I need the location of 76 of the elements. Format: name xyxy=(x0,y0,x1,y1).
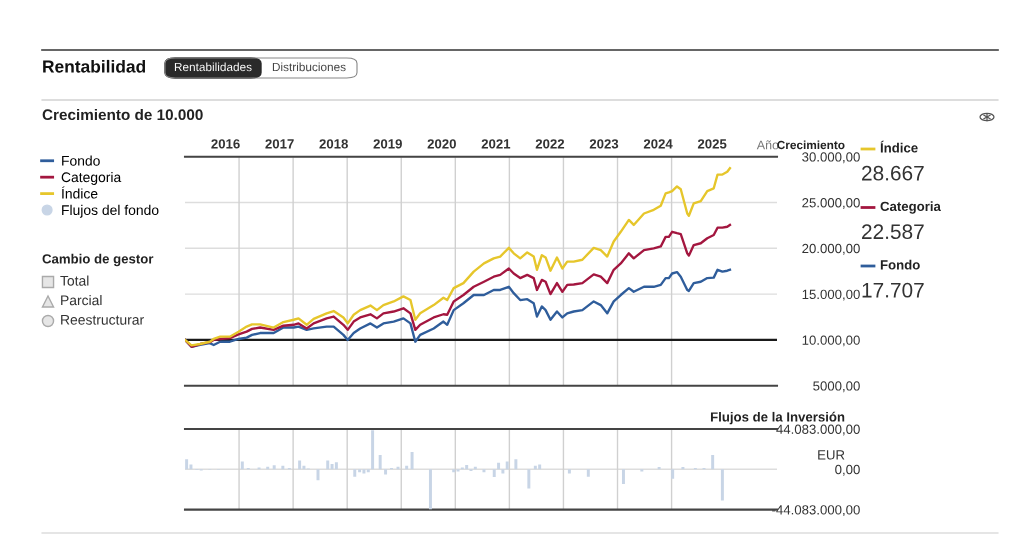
legend-label: Categoria xyxy=(61,171,122,185)
bar xyxy=(711,455,715,470)
x-axis-title: Año xyxy=(756,140,779,150)
bar xyxy=(527,469,531,489)
y-axis-title: Crecimiento xyxy=(777,140,845,150)
y-tick-label: -44.083.000,00 xyxy=(772,505,860,517)
bar xyxy=(501,469,505,474)
bar xyxy=(671,469,675,479)
text: Parcial xyxy=(61,295,102,306)
x-tick-label: 2021 xyxy=(481,139,511,149)
chart-title: Crecimiento de 10.000 xyxy=(42,108,203,121)
y-tick-label: 44.083.000,00 xyxy=(776,424,860,436)
y-tick-label: 15.000,00 xyxy=(802,289,860,301)
bar xyxy=(366,469,370,473)
text: Índice xyxy=(880,140,918,153)
y-tick-label: 30.000,00 xyxy=(802,152,860,164)
x-tick-label: 2019 xyxy=(373,139,402,149)
y-tick-label: 25.000,00 xyxy=(802,198,860,209)
x-tick-label: 2020 xyxy=(427,139,456,149)
bar xyxy=(492,469,496,478)
bar xyxy=(302,465,306,470)
bar xyxy=(586,469,590,477)
bar xyxy=(353,469,357,477)
bar xyxy=(428,469,432,510)
bar xyxy=(505,461,509,470)
bar xyxy=(272,465,276,470)
bar xyxy=(330,464,334,470)
bar xyxy=(185,459,189,470)
bar xyxy=(298,460,302,470)
bar xyxy=(514,459,518,470)
bar xyxy=(371,430,375,470)
text: Distribuciones xyxy=(272,62,346,72)
bar xyxy=(452,469,456,473)
y-tick-label: 10.000,00 xyxy=(802,335,860,347)
x-tick-label: 2023 xyxy=(589,139,619,149)
x-tick-label: 2018 xyxy=(319,139,348,149)
bar xyxy=(410,451,414,470)
text: Total xyxy=(60,275,89,286)
y-tick-label: 5000,00 xyxy=(813,381,860,393)
bar xyxy=(334,462,338,470)
legend-label: Fondo xyxy=(62,155,100,166)
text: 17.707 xyxy=(862,282,924,298)
bar xyxy=(465,465,469,470)
bar xyxy=(482,469,486,473)
x-tick-label: 2025 xyxy=(697,139,727,149)
y-tick-label: 20.000,00 xyxy=(802,243,860,255)
legend-label: Flujos del fondo xyxy=(62,204,159,218)
x-tick-label: 2022 xyxy=(535,139,565,149)
line-series xyxy=(185,166,732,347)
bar xyxy=(378,455,382,470)
bar xyxy=(326,460,330,470)
text: 22.587 xyxy=(862,224,924,240)
bar xyxy=(384,469,388,475)
bar xyxy=(720,469,724,501)
text: 28.667 xyxy=(862,165,924,181)
bar xyxy=(497,462,501,470)
x-tick-label: 2017 xyxy=(265,139,294,149)
bar xyxy=(358,469,362,473)
text: Rentabilidades xyxy=(174,62,252,72)
y-tick-label: 0,00 xyxy=(835,464,860,476)
bar xyxy=(533,465,537,470)
text: Fondo xyxy=(880,259,920,270)
x-tick-label: 2024 xyxy=(643,139,673,149)
text: Reestructurar xyxy=(61,315,144,325)
chart-title: Flujos de la Inversión xyxy=(710,411,845,425)
x-tick-label: 2016 xyxy=(211,139,240,149)
text: Cambio de gestor xyxy=(42,253,154,267)
y-axis-title: EUR xyxy=(818,450,845,460)
bar xyxy=(567,469,571,474)
legend-label: Índice xyxy=(61,186,98,199)
bar xyxy=(362,469,366,474)
text: Categoria xyxy=(880,201,941,214)
bar xyxy=(621,469,625,485)
text: Rentabilidad xyxy=(43,59,146,73)
line-series xyxy=(185,223,732,348)
bar xyxy=(281,465,285,470)
